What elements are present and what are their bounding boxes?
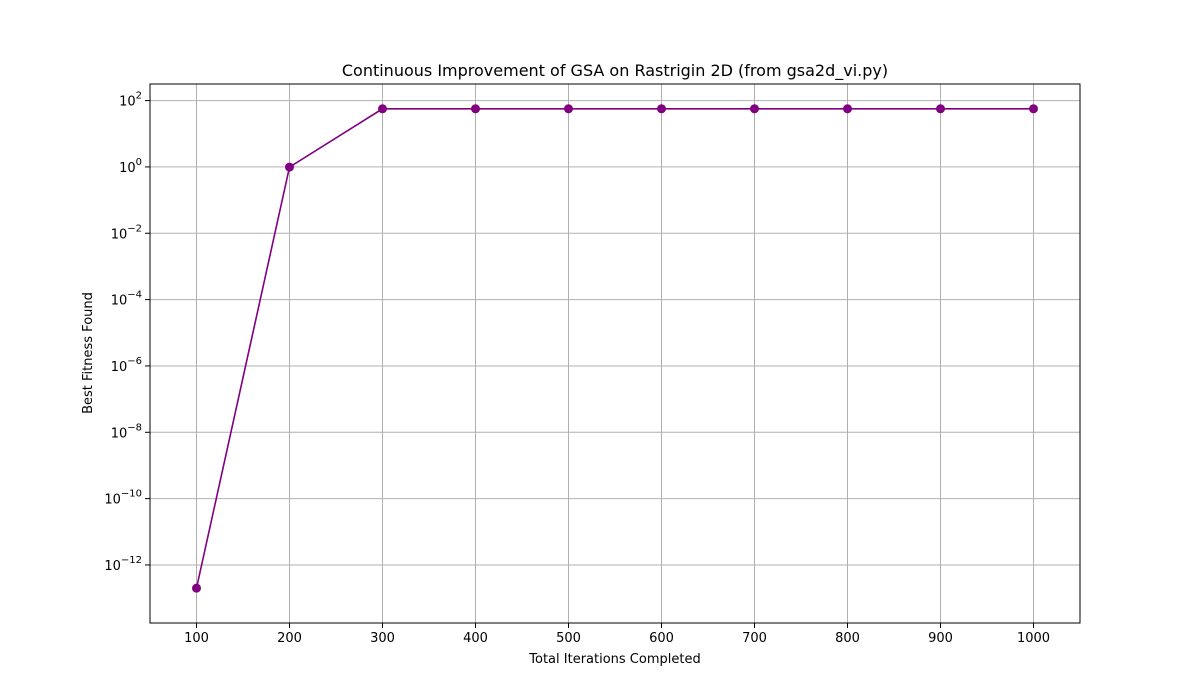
grid-lines — [150, 84, 1080, 623]
x-tick-label: 700 — [742, 631, 767, 646]
x-axis-ticks: 100 200 300 400 500 600 700 800 900 1000 — [184, 623, 1050, 646]
series-markers — [192, 104, 1038, 593]
y-tick-label: 10−10 — [104, 489, 142, 508]
data-point — [750, 104, 759, 114]
data-point — [564, 104, 573, 114]
x-tick-label: 600 — [649, 631, 674, 646]
y-tick-label: 10−12 — [104, 555, 142, 574]
data-point — [378, 104, 387, 114]
x-tick-label: 400 — [463, 631, 488, 646]
y-tick-label: 10−8 — [111, 422, 142, 441]
x-tick-label: 800 — [835, 631, 860, 646]
x-tick-label: 100 — [184, 631, 209, 646]
y-tick-label: 102 — [119, 91, 142, 110]
plot-frame — [149, 83, 1081, 624]
data-point — [1029, 104, 1038, 114]
x-tick-label: 1000 — [1017, 631, 1050, 646]
y-axis-label: Best Fitness Found — [81, 292, 96, 414]
data-point — [843, 104, 852, 114]
x-tick-label: 500 — [556, 631, 581, 646]
series-line — [195, 108, 1034, 589]
y-tick-label: 100 — [119, 157, 142, 176]
x-axis-label: Total Iterations Completed — [528, 652, 700, 667]
y-tick-label: 10−4 — [111, 290, 142, 309]
x-tick-label: 900 — [928, 631, 953, 646]
data-point — [192, 583, 201, 593]
data-point — [471, 104, 480, 114]
x-tick-label: 200 — [277, 631, 302, 646]
y-axis-ticks: 10−12 10−10 10−8 10−6 10−4 10−2 100 102 — [104, 91, 150, 574]
x-tick-label: 300 — [370, 631, 395, 646]
chart-title: Continuous Improvement of GSA on Rastrig… — [342, 61, 888, 81]
series-polyline — [195, 108, 1034, 589]
y-tick-label: 10−2 — [111, 223, 142, 242]
data-point — [285, 162, 294, 172]
data-point — [936, 104, 945, 114]
data-point — [657, 104, 666, 114]
y-tick-label: 10−6 — [111, 356, 142, 375]
